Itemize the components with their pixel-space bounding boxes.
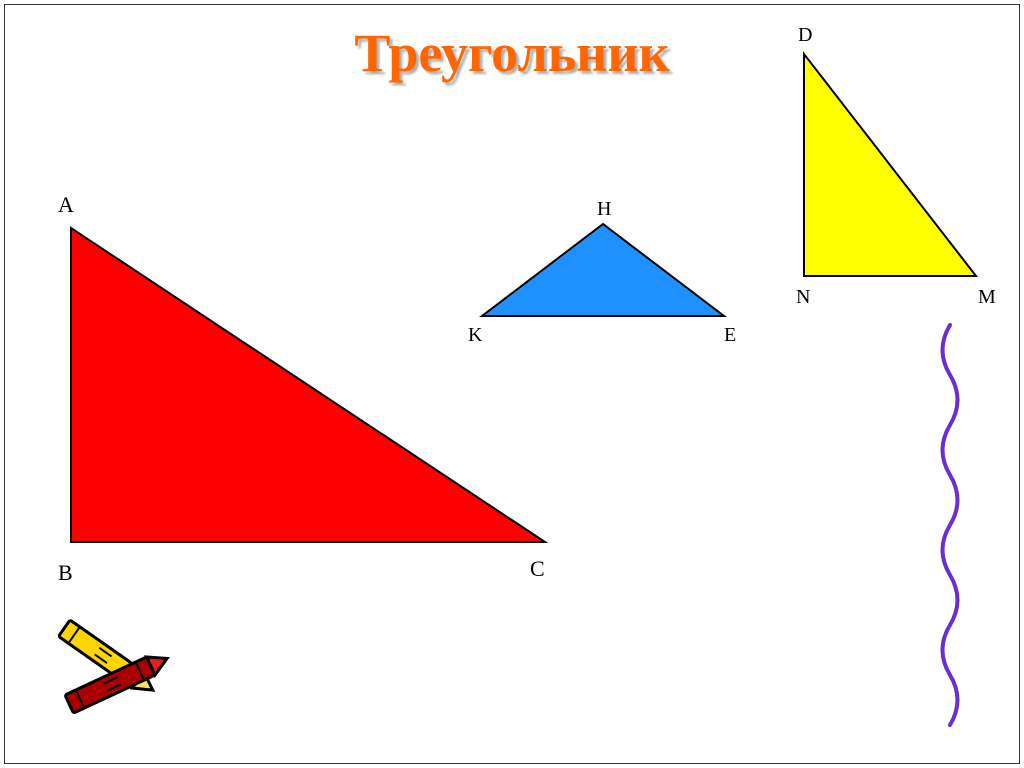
triangle-yellow-shape bbox=[804, 54, 976, 276]
label-A: A bbox=[58, 192, 74, 218]
label-M: M bbox=[978, 286, 996, 309]
squiggle-decoration bbox=[930, 320, 970, 740]
label-D: D bbox=[798, 24, 812, 47]
label-N: N bbox=[796, 286, 810, 309]
squiggle-path bbox=[943, 325, 958, 725]
triangle-blue-shape bbox=[482, 224, 724, 316]
label-C: C bbox=[530, 556, 545, 582]
label-H: H bbox=[597, 198, 611, 221]
triangle-blue bbox=[478, 220, 728, 320]
page-title: Треугольник bbox=[354, 22, 669, 84]
label-B: B bbox=[58, 560, 73, 586]
triangle-yellow bbox=[800, 50, 980, 280]
label-E: E bbox=[724, 324, 736, 347]
label-K: K bbox=[468, 324, 482, 347]
triangle-red-shape bbox=[71, 228, 545, 542]
crayons-icon bbox=[40, 600, 200, 730]
